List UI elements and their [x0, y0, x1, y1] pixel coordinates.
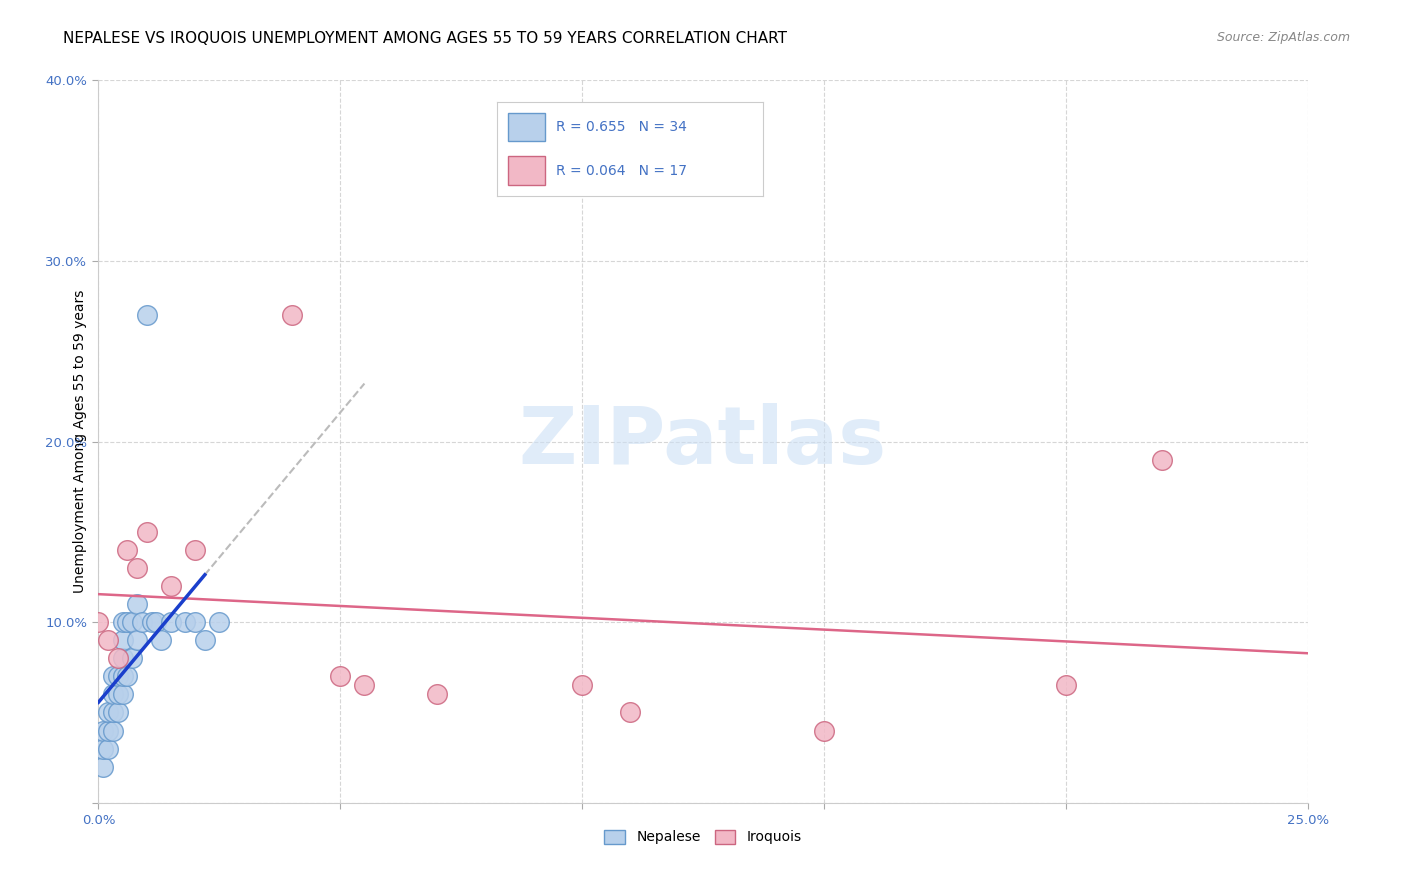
- Point: [91, 741, 114, 756]
- Point: [131, 615, 153, 630]
- Point: [91, 760, 114, 774]
- Point: [571, 678, 593, 692]
- Point: [141, 615, 163, 630]
- Legend: Nepalese, Iroquois: Nepalese, Iroquois: [599, 824, 807, 850]
- Point: [107, 706, 129, 720]
- Point: [111, 687, 134, 701]
- Point: [813, 723, 835, 738]
- Point: [97, 723, 120, 738]
- Point: [97, 633, 120, 648]
- Point: [121, 651, 143, 665]
- Text: Source: ZipAtlas.com: Source: ZipAtlas.com: [1216, 31, 1350, 45]
- Point: [208, 615, 231, 630]
- Point: [97, 741, 120, 756]
- Point: [101, 723, 124, 738]
- Point: [101, 706, 124, 720]
- Point: [121, 615, 143, 630]
- Text: NEPALESE VS IROQUOIS UNEMPLOYMENT AMONG AGES 55 TO 59 YEARS CORRELATION CHART: NEPALESE VS IROQUOIS UNEMPLOYMENT AMONG …: [63, 31, 787, 46]
- Text: ZIPatlas: ZIPatlas: [519, 402, 887, 481]
- Point: [160, 615, 183, 630]
- Point: [117, 542, 139, 557]
- Point: [353, 678, 375, 692]
- Point: [111, 669, 134, 683]
- Point: [150, 633, 173, 648]
- Point: [111, 651, 134, 665]
- Point: [281, 308, 304, 322]
- Point: [329, 669, 352, 683]
- Point: [1152, 452, 1174, 467]
- Point: [184, 542, 207, 557]
- Point: [127, 561, 149, 575]
- Point: [101, 687, 124, 701]
- Point: [91, 723, 114, 738]
- Point: [135, 308, 157, 322]
- Point: [107, 669, 129, 683]
- Point: [174, 615, 197, 630]
- Point: [127, 633, 149, 648]
- Point: [194, 633, 217, 648]
- Point: [111, 615, 134, 630]
- Point: [145, 615, 167, 630]
- Point: [619, 706, 641, 720]
- Point: [97, 706, 120, 720]
- Point: [426, 687, 449, 701]
- Y-axis label: Unemployment Among Ages 55 to 59 years: Unemployment Among Ages 55 to 59 years: [73, 290, 87, 593]
- Point: [101, 669, 124, 683]
- Point: [127, 597, 149, 611]
- Point: [184, 615, 207, 630]
- Point: [107, 687, 129, 701]
- Point: [135, 524, 157, 539]
- Point: [1054, 678, 1077, 692]
- Point: [107, 651, 129, 665]
- Point: [160, 579, 183, 593]
- Point: [111, 633, 134, 648]
- Point: [117, 669, 139, 683]
- Point: [117, 615, 139, 630]
- Point: [87, 615, 110, 630]
